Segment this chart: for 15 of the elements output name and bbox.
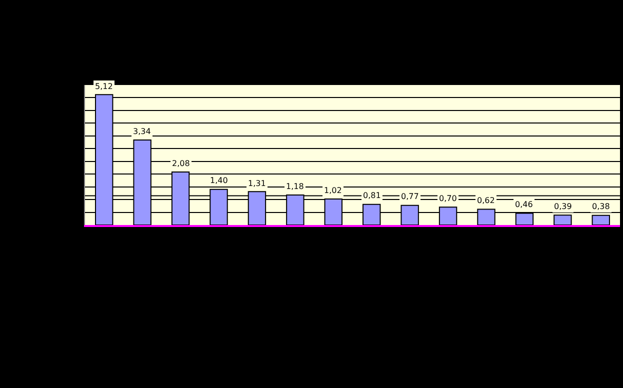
data-label: 0,39 <box>554 202 572 211</box>
data-label: 1,02 <box>324 186 342 195</box>
data-label: 0,81 <box>363 191 381 200</box>
data-label: 1,40 <box>210 176 228 185</box>
bar <box>592 214 610 225</box>
data-label: 1,18 <box>286 182 304 191</box>
data-label: 0,70 <box>439 194 457 203</box>
data-label: 5,12 <box>95 82 113 91</box>
data-label: 0,38 <box>592 202 610 211</box>
data-label: 1,31 <box>248 179 266 188</box>
data-label: 0,46 <box>515 200 533 209</box>
data-label: 3,34 <box>133 127 151 136</box>
data-label: 0,62 <box>477 196 495 205</box>
data-label: 0,77 <box>401 192 419 201</box>
data-label: 2,08 <box>172 159 190 168</box>
